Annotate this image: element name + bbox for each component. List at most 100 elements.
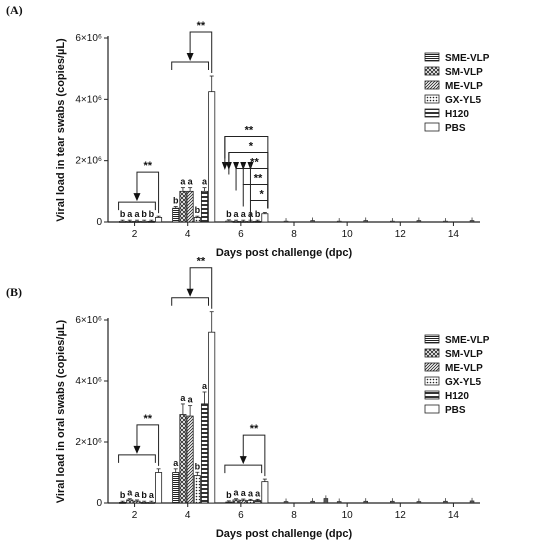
x-tick-label: 12 bbox=[395, 229, 407, 240]
bar-later-day bbox=[363, 500, 368, 504]
bar-sm-vlp-day-2 bbox=[126, 499, 134, 504]
group-bracket bbox=[171, 61, 210, 71]
bar-later-day bbox=[283, 501, 289, 504]
bar-sm-vlp-day-2 bbox=[126, 220, 134, 223]
significance-letter: b bbox=[141, 209, 147, 219]
x-tick-label: 10 bbox=[342, 510, 354, 521]
group-bracket bbox=[171, 297, 210, 306]
arrow-head bbox=[225, 162, 232, 170]
x-tick-label: 14 bbox=[448, 510, 460, 521]
arrow-head bbox=[133, 193, 141, 202]
bar-later-day bbox=[390, 220, 395, 223]
significance-letter: b bbox=[255, 209, 261, 219]
significance-letter: a bbox=[234, 488, 240, 498]
significance-letter: a bbox=[202, 177, 208, 187]
bar-me-vlp-day-2 bbox=[133, 220, 141, 223]
significance-letter: a bbox=[234, 209, 240, 219]
legend-label-h120: H120 bbox=[445, 109, 469, 120]
significance-letter: a bbox=[188, 395, 194, 405]
significance-stars: ** bbox=[197, 20, 206, 32]
legend-label-pbs: PBS bbox=[445, 405, 466, 416]
significance-letter: b bbox=[141, 490, 147, 500]
significance-stars: ** bbox=[250, 423, 259, 435]
x-tick-label: 6 bbox=[238, 229, 244, 240]
significance-letter: a bbox=[127, 209, 133, 219]
bar-later-day bbox=[336, 220, 342, 223]
y-tick-label: 6×10⁶ bbox=[75, 315, 102, 326]
y-tick-label: 0 bbox=[96, 498, 102, 509]
legend-swatch-h120 bbox=[424, 390, 440, 400]
significance-letter: b bbox=[120, 490, 126, 500]
legend-swatch-pbs bbox=[424, 404, 440, 414]
significance-stars: * bbox=[249, 140, 254, 152]
bar-pbs-day-6 bbox=[261, 213, 269, 223]
bar-h120-day-2 bbox=[147, 220, 155, 223]
bar-later-day bbox=[443, 500, 448, 504]
bar-sme-vlp-day-6 bbox=[225, 501, 233, 504]
bar-me-vlp-day-2 bbox=[133, 500, 141, 504]
bar-sm-vlp-day-6 bbox=[232, 220, 240, 223]
legend-label-sme-vlp: SME-VLP bbox=[445, 53, 490, 64]
significance-stars: ** bbox=[245, 124, 254, 136]
x-axis-title: Days post challenge (dpc) bbox=[216, 528, 353, 540]
bar-me-vlp-day-4 bbox=[186, 190, 194, 223]
y-tick-label: 2×10⁶ bbox=[75, 156, 102, 167]
bar-pbs-day-2 bbox=[155, 216, 163, 223]
significance-bracket bbox=[189, 31, 213, 74]
legend-swatch-pbs bbox=[424, 122, 440, 132]
significance-stars: ** bbox=[197, 256, 206, 268]
significance-letter: a bbox=[173, 458, 179, 468]
bar-sme-vlp-day-2 bbox=[119, 501, 127, 504]
significance-stars: ** bbox=[143, 413, 152, 425]
significance-letter: a bbox=[134, 489, 140, 499]
x-tick-label: 2 bbox=[132, 229, 138, 240]
legend-label-me-vlp: ME-VLP bbox=[445, 81, 483, 92]
bar-sm-vlp-day-6 bbox=[232, 499, 240, 504]
bar-later-day bbox=[310, 500, 315, 504]
legend-swatch-me-vlp bbox=[424, 362, 440, 372]
bar-gx-yl5-day-6 bbox=[246, 500, 254, 504]
bar-gx-yl5-day-2 bbox=[140, 501, 148, 504]
significance-letter: a bbox=[255, 488, 261, 498]
significance-letter: b bbox=[173, 196, 179, 206]
bar-gx-yl5-day-2 bbox=[140, 220, 148, 223]
significance-letter: a bbox=[134, 209, 140, 219]
bar-h120-day-6 bbox=[254, 500, 262, 504]
significance-letter: b bbox=[120, 209, 126, 219]
legend-swatch-sme-vlp bbox=[424, 52, 440, 62]
significance-letter: a bbox=[188, 177, 194, 187]
significance-stars: ** bbox=[254, 172, 263, 184]
bar-sme-vlp-day-6 bbox=[225, 220, 233, 223]
significance-bracket bbox=[136, 171, 160, 214]
x-tick-label: 10 bbox=[342, 229, 354, 240]
arrow-head bbox=[221, 162, 228, 170]
significance-letter: a bbox=[127, 488, 133, 498]
legend-swatch-h120 bbox=[424, 108, 440, 118]
bar-me-vlp-day-6 bbox=[239, 220, 247, 223]
bar-later-day bbox=[416, 501, 422, 504]
bar-pbs-day-4 bbox=[208, 91, 216, 223]
bar-sm-vlp-day-4 bbox=[179, 414, 187, 504]
legend-swatch-sme-vlp bbox=[424, 334, 440, 344]
y-tick-label: 0 bbox=[96, 217, 102, 228]
significance-letter: b bbox=[149, 209, 155, 219]
bar-me-vlp-day-6 bbox=[239, 499, 247, 504]
legend-label-sme-vlp: SME-VLP bbox=[445, 335, 490, 346]
group-bracket bbox=[118, 454, 156, 463]
bar-h120-day-6 bbox=[254, 220, 262, 223]
significance-letter: a bbox=[180, 393, 186, 403]
bar-later-day bbox=[283, 220, 289, 223]
bar-me-vlp-day-4 bbox=[186, 415, 194, 504]
bar-later-day bbox=[416, 220, 422, 223]
significance-stars: * bbox=[260, 188, 265, 200]
x-tick-label: 4 bbox=[185, 229, 191, 240]
panel-label: (B) bbox=[6, 285, 22, 299]
bar-h120-day-4 bbox=[201, 403, 209, 504]
panel-label: (A) bbox=[6, 3, 23, 17]
significance-letter: b bbox=[226, 209, 232, 219]
bar-sme-vlp-day-2 bbox=[119, 220, 127, 223]
x-tick-label: 14 bbox=[448, 229, 460, 240]
legend-label-pbs: PBS bbox=[445, 123, 466, 134]
bar-h120-day-4 bbox=[201, 190, 209, 223]
significance-letter: b bbox=[226, 490, 232, 500]
